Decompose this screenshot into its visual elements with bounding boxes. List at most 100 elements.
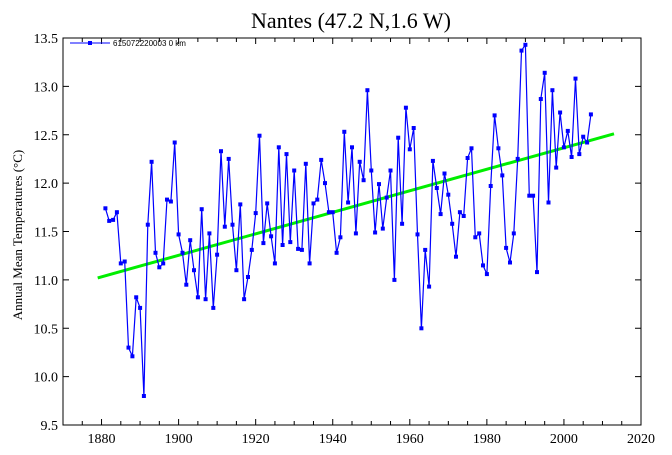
x-tick-label: 1960: [396, 432, 424, 447]
data-point: [103, 206, 108, 211]
data-point: [269, 234, 274, 239]
data-point: [134, 295, 139, 300]
data-point: [276, 145, 281, 150]
data-point: [403, 105, 408, 110]
data-point: [130, 354, 135, 359]
data-point: [531, 193, 536, 198]
data-point: [138, 305, 143, 310]
data-point: [465, 156, 470, 160]
data-point: [377, 182, 381, 187]
data-point: [184, 282, 189, 287]
data-point: [484, 272, 489, 277]
data-point: [326, 210, 331, 215]
data-point: [107, 218, 112, 223]
x-tick-label: 1920: [242, 432, 270, 447]
data-point: [535, 270, 539, 275]
data-point: [585, 140, 590, 145]
data-point: [315, 197, 320, 202]
y-axis-label: Annual Mean Temperatures (°C): [10, 150, 25, 320]
data-point: [172, 140, 177, 145]
legend-marker: [88, 41, 92, 45]
data-point: [442, 171, 447, 176]
data-point: [558, 110, 563, 115]
data-point: [188, 238, 193, 243]
x-axis: 1880 1900 1920 1940 1960 1980 2000 2020: [62, 38, 655, 447]
data-point: [234, 268, 239, 273]
data-point: [307, 261, 312, 266]
data-point: [288, 240, 293, 245]
data-point: [195, 295, 200, 300]
data-point: [219, 149, 223, 154]
data-point: [384, 195, 389, 200]
data-point: [581, 134, 586, 139]
data-point: [192, 268, 196, 273]
data-point: [176, 232, 181, 237]
data-point: [542, 70, 547, 75]
y-tick-label: 11.5: [34, 226, 58, 241]
data-point: [257, 133, 262, 138]
legend-label: 615072220003 0 km: [113, 39, 186, 48]
data-point: [473, 235, 478, 240]
data-point: [303, 161, 308, 166]
y-tick-label: 13.0: [34, 80, 59, 95]
data-point: [180, 250, 185, 255]
data-point: [242, 297, 247, 302]
data-point: [141, 394, 146, 398]
data-point: [272, 261, 277, 266]
data-point: [496, 146, 501, 151]
data-point: [114, 210, 119, 215]
data-point: [111, 217, 116, 222]
data-point: [380, 226, 385, 231]
data-point: [554, 165, 559, 170]
data-point: [515, 156, 520, 161]
data-point: [249, 247, 254, 252]
data-point: [434, 186, 439, 190]
data-point: [299, 247, 304, 252]
x-tick-label: 1900: [165, 432, 193, 447]
data-point: [207, 231, 212, 236]
y-tick-label: 9.5: [41, 419, 59, 434]
data-point: [361, 178, 366, 183]
x-tick-label: 2020: [627, 432, 655, 447]
data-point: [296, 246, 301, 251]
data-point: [311, 201, 316, 206]
data-point: [353, 231, 358, 236]
data-point: [253, 211, 258, 216]
data-point: [350, 145, 354, 150]
data-point: [149, 159, 154, 164]
x-tick-label: 1980: [473, 432, 501, 447]
data-point: [419, 326, 424, 331]
plot-area: 9.5 10.0 10.5 11.0 11.5 12.0 12.5 13.0 13.5 1880…: [34, 32, 656, 447]
data-point: [407, 147, 412, 152]
data-point: [215, 252, 220, 257]
y-axis: 9.5 10.0 10.5 11.0 11.5 12.0 12.5 13.0 13.5: [34, 32, 641, 434]
data-point: [446, 192, 451, 197]
data-point: [357, 159, 362, 164]
data-point: [461, 214, 466, 218]
data-point: [238, 202, 243, 207]
data-point: [161, 261, 166, 266]
data-point: [388, 168, 393, 173]
data-point: [588, 112, 593, 117]
data-point: [488, 184, 493, 188]
data-point: [211, 305, 216, 310]
data-point: [292, 168, 297, 173]
data-point: [481, 263, 485, 268]
y-tick-label: 10.0: [34, 371, 59, 386]
data-point: [203, 297, 208, 302]
data-point: [469, 146, 474, 151]
data-point: [573, 76, 578, 81]
data-point: [222, 224, 227, 229]
data-point: [500, 173, 505, 178]
data-point: [504, 245, 509, 250]
data-point: [157, 265, 162, 270]
legend: 615072220003 0 km: [70, 39, 186, 48]
data-point: [165, 197, 169, 202]
x-tick-label: 1940: [319, 432, 347, 447]
y-tick-label: 12.5: [34, 129, 59, 144]
data-point: [415, 232, 420, 237]
data-point: [492, 113, 497, 118]
data-point: [438, 212, 443, 217]
data-point: [226, 156, 231, 161]
